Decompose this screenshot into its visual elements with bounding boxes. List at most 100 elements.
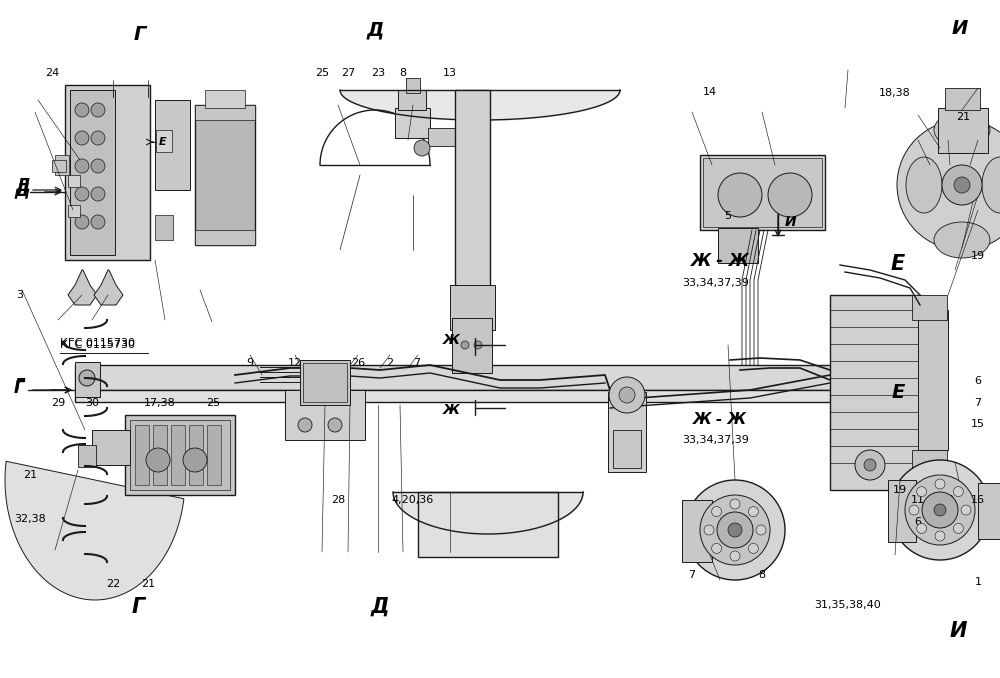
Circle shape bbox=[855, 450, 885, 480]
Text: 21: 21 bbox=[23, 470, 37, 479]
Text: Ж - Ж: Ж - Ж bbox=[690, 252, 750, 270]
Circle shape bbox=[79, 370, 95, 386]
Bar bbox=[155, 100, 190, 190]
Circle shape bbox=[728, 523, 742, 537]
Bar bbox=[207, 425, 221, 485]
Circle shape bbox=[461, 341, 469, 349]
Text: Г: Г bbox=[134, 26, 146, 45]
Text: КГС 0115730: КГС 0115730 bbox=[60, 340, 135, 350]
Bar bbox=[700, 155, 825, 230]
Text: Г: Г bbox=[131, 597, 145, 617]
Text: 13: 13 bbox=[443, 68, 457, 78]
Circle shape bbox=[298, 418, 312, 432]
Text: 17,38: 17,38 bbox=[144, 399, 176, 408]
Circle shape bbox=[768, 173, 812, 217]
Text: Ж - Ж: Ж - Ж bbox=[693, 412, 747, 428]
Text: 18,38: 18,38 bbox=[879, 88, 911, 98]
Circle shape bbox=[961, 505, 971, 515]
Text: Д: Д bbox=[366, 20, 384, 39]
Text: Е: Е bbox=[891, 382, 905, 401]
Polygon shape bbox=[5, 461, 184, 600]
Text: 7: 7 bbox=[974, 399, 982, 408]
Circle shape bbox=[91, 215, 105, 229]
Circle shape bbox=[934, 504, 946, 516]
Circle shape bbox=[897, 120, 1000, 250]
Bar bbox=[68, 205, 80, 217]
Bar bbox=[718, 228, 758, 263]
Bar bbox=[608, 392, 646, 472]
Bar bbox=[406, 78, 420, 93]
Text: И: И bbox=[785, 215, 797, 229]
Circle shape bbox=[700, 495, 770, 565]
Text: 31,35,38,40: 31,35,38,40 bbox=[815, 600, 881, 610]
Circle shape bbox=[917, 523, 927, 534]
Bar bbox=[428, 128, 458, 146]
Text: 25: 25 bbox=[206, 399, 220, 408]
Text: 14: 14 bbox=[703, 87, 717, 96]
Text: 21: 21 bbox=[141, 580, 155, 589]
Bar bbox=[938, 108, 988, 153]
Ellipse shape bbox=[906, 157, 942, 213]
Text: 4,20,36: 4,20,36 bbox=[392, 496, 434, 505]
Bar bbox=[830, 295, 920, 490]
Circle shape bbox=[917, 487, 927, 496]
Bar bbox=[130, 420, 230, 490]
Text: И: И bbox=[952, 18, 968, 37]
Circle shape bbox=[609, 377, 645, 413]
Circle shape bbox=[730, 551, 740, 561]
Bar bbox=[395, 108, 430, 138]
Circle shape bbox=[75, 159, 89, 173]
Circle shape bbox=[619, 387, 635, 403]
Text: Д: Д bbox=[15, 176, 30, 194]
Circle shape bbox=[712, 543, 722, 553]
Text: 23: 23 bbox=[371, 68, 385, 78]
Text: 27: 27 bbox=[341, 68, 355, 78]
Bar bbox=[135, 425, 149, 485]
Circle shape bbox=[717, 512, 753, 548]
Text: 22: 22 bbox=[106, 580, 120, 589]
Polygon shape bbox=[94, 270, 123, 305]
Bar bbox=[195, 105, 255, 245]
Text: 30: 30 bbox=[85, 399, 99, 408]
Text: КГС 0115730: КГС 0115730 bbox=[60, 338, 135, 348]
Text: 32,38: 32,38 bbox=[14, 514, 46, 523]
Bar bbox=[303, 363, 347, 402]
Circle shape bbox=[954, 177, 970, 193]
Text: Ж: Ж bbox=[443, 403, 460, 417]
Circle shape bbox=[474, 341, 482, 349]
Text: И: И bbox=[949, 620, 967, 641]
Circle shape bbox=[91, 187, 105, 201]
Bar bbox=[912, 295, 947, 320]
Text: 2: 2 bbox=[386, 358, 394, 367]
Bar bbox=[418, 492, 558, 557]
Ellipse shape bbox=[934, 222, 990, 258]
Circle shape bbox=[942, 165, 982, 205]
Ellipse shape bbox=[934, 112, 990, 148]
Text: Е: Е bbox=[159, 137, 167, 147]
Circle shape bbox=[890, 460, 990, 560]
Bar bbox=[300, 360, 350, 405]
Circle shape bbox=[414, 140, 430, 156]
Bar bbox=[70, 90, 115, 255]
Bar bbox=[153, 425, 167, 485]
Text: 33,34,37,39: 33,34,37,39 bbox=[683, 435, 749, 445]
Text: 11: 11 bbox=[911, 496, 925, 505]
Text: 26: 26 bbox=[351, 358, 365, 367]
Text: Ж: Ж bbox=[443, 333, 460, 347]
Circle shape bbox=[75, 215, 89, 229]
Circle shape bbox=[718, 173, 762, 217]
Text: 19: 19 bbox=[971, 252, 985, 261]
Bar bbox=[92, 430, 130, 465]
Text: 1: 1 bbox=[974, 577, 982, 586]
Circle shape bbox=[685, 480, 785, 580]
Circle shape bbox=[748, 506, 758, 517]
Bar bbox=[703, 158, 822, 227]
Circle shape bbox=[935, 479, 945, 489]
Text: 15: 15 bbox=[971, 419, 985, 428]
Circle shape bbox=[183, 448, 207, 472]
Bar bbox=[613, 430, 641, 468]
Circle shape bbox=[953, 523, 963, 534]
Bar bbox=[888, 480, 916, 542]
Bar bbox=[75, 362, 100, 397]
Polygon shape bbox=[68, 270, 97, 305]
